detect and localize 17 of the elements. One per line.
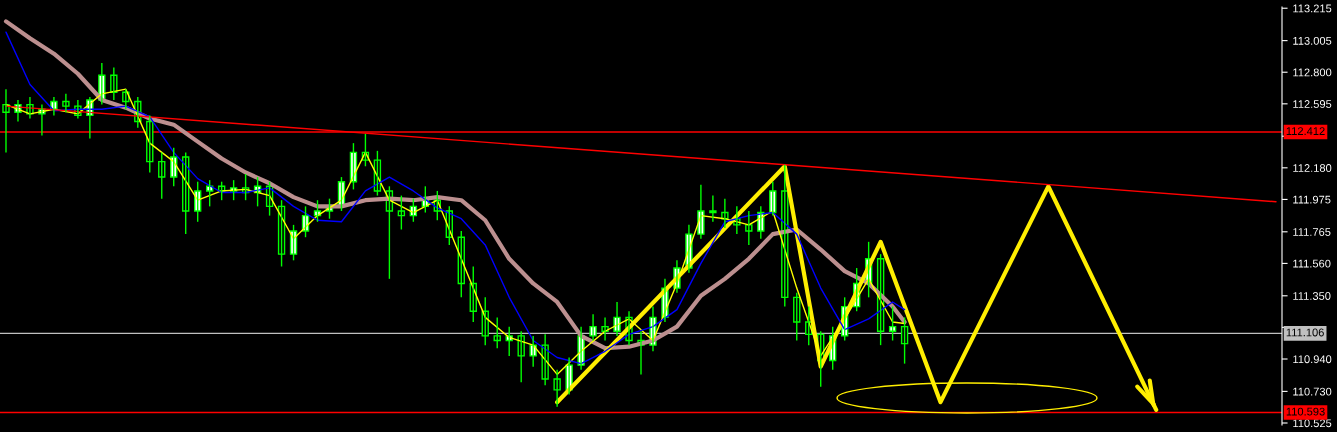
y-tick-label: 113.215 [1293, 4, 1332, 13]
y-tick-label: 110.940 [1293, 355, 1332, 364]
y-tick-label: 111.975 [1293, 195, 1331, 204]
candlestick [709, 194, 717, 223]
ref-line-label: 112.412 [1286, 127, 1325, 135]
y-tick-label: 111.765 [1293, 228, 1331, 236]
y-tick-label: 113.005 [1293, 36, 1332, 45]
y-tick-label: 111.560 [1293, 259, 1331, 268]
y-tick-label: 110.525 [1293, 419, 1332, 428]
y-tick-label: 112.595 [1293, 100, 1332, 108]
y-tick-label: 112.800 [1293, 68, 1332, 77]
y-tick-label: 111.350 [1293, 292, 1331, 300]
ref-line-label: 111.106 [1286, 328, 1324, 337]
y-tick-label: 110.730 [1293, 387, 1332, 396]
line-series [555, 164, 1159, 412]
y-tick-label: 112.180 [1293, 164, 1332, 172]
ref-line-label: 110.593 [1286, 407, 1325, 416]
